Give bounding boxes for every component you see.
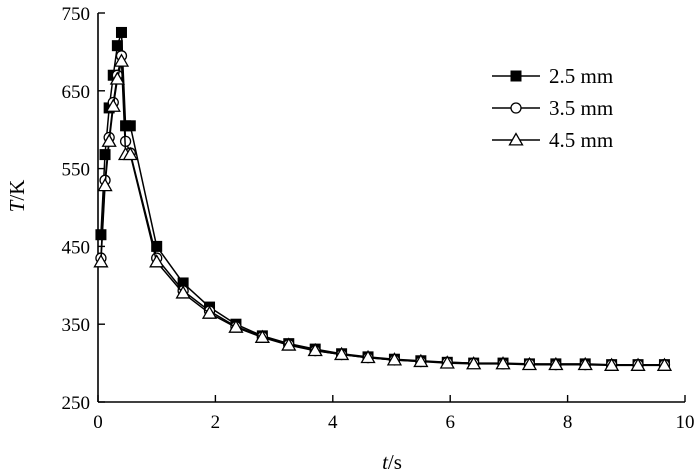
triangle-marker (101, 133, 117, 147)
legend-label: 2.5 mm (549, 64, 613, 88)
series-line (100, 61, 665, 367)
square-marker (124, 120, 136, 132)
triangle-marker (548, 356, 564, 371)
triangle-marker (630, 357, 646, 371)
triangle-marker (93, 254, 109, 268)
x-axis-unit: /s (388, 450, 402, 474)
triangle-marker (360, 349, 376, 364)
triangle-marker (122, 146, 138, 161)
square-marker (115, 26, 127, 38)
triangle-marker (175, 285, 191, 299)
legend-item: 3.5 mm (492, 96, 613, 120)
x-tick-label: 6 (445, 412, 455, 433)
square-marker (510, 70, 522, 82)
legend-item: 4.5 mm (492, 128, 613, 152)
x-tick-label: 2 (211, 412, 221, 433)
legend-label: 4.5 mm (549, 128, 613, 152)
triangle-marker (495, 356, 511, 370)
x-tick-label: 0 (93, 412, 103, 433)
x-axis-label: t/s (382, 450, 402, 474)
series-open-triangle (93, 53, 673, 371)
legend-label: 3.5 mm (549, 96, 613, 120)
y-tick-label: 750 (62, 4, 91, 25)
triangle-marker (97, 177, 113, 192)
y-tick-label: 650 (62, 82, 91, 103)
y-tick-label: 550 (62, 160, 91, 181)
y-axis-variable: T (5, 199, 29, 212)
triangle-marker (577, 356, 593, 371)
triangle-marker (333, 346, 350, 361)
triangle-marker (656, 357, 673, 371)
x-tick-label: 4 (328, 412, 338, 433)
square-marker (99, 149, 111, 161)
triangle-marker (386, 352, 403, 366)
y-tick-label: 250 (62, 393, 91, 414)
square-marker (111, 40, 123, 52)
triangle-marker (105, 98, 121, 112)
triangle-marker (307, 342, 323, 357)
triangle-marker (109, 71, 125, 85)
triangle-marker (413, 353, 429, 368)
triangle-marker (201, 305, 218, 319)
legend: 2.5 mm 3.5 mm 4.5 mm (492, 64, 613, 152)
x-tick-label: 8 (563, 412, 573, 433)
triangle-marker (149, 254, 165, 268)
axes: 0 2 4 6 8 10 250 350 450 550 650 750 (62, 4, 695, 433)
triangle-marker (604, 357, 620, 371)
triangle-marker (281, 337, 297, 351)
triangle-marker (228, 319, 244, 333)
x-tick-label: 10 (676, 412, 695, 433)
square-marker (151, 240, 163, 252)
y-tick-label: 450 (62, 237, 91, 258)
series-layer (93, 26, 673, 371)
triangle-marker (113, 53, 130, 67)
y-axis-unit: /K (5, 180, 29, 201)
y-axis-label: T/K (5, 180, 29, 213)
square-marker (95, 229, 107, 241)
legend-item: 2.5 mm (492, 64, 613, 88)
x-axis-variable: t (382, 450, 389, 474)
triangle-marker (439, 355, 455, 369)
triangle-marker (521, 356, 538, 371)
triangle-marker (508, 132, 524, 146)
y-tick-label: 350 (62, 315, 91, 336)
triangle-marker (254, 329, 270, 343)
triangle-marker (466, 356, 482, 370)
circle-marker (510, 102, 522, 114)
